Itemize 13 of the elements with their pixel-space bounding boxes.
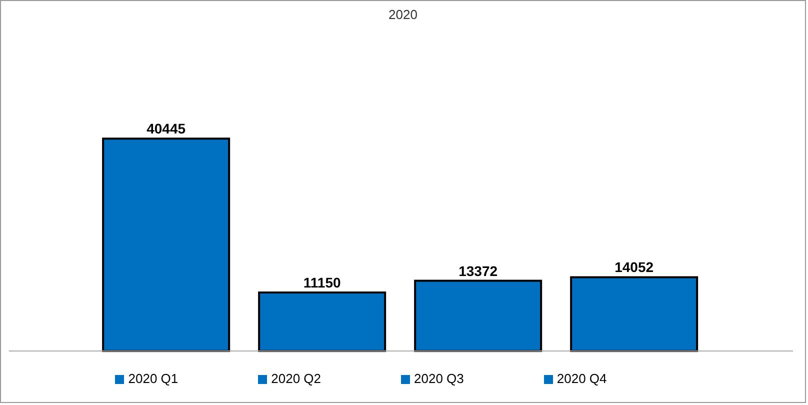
chart-title: 2020 xyxy=(388,7,418,22)
legend-label: 2020 Q1 xyxy=(128,371,178,386)
bar xyxy=(570,276,698,352)
data-label: 13372 xyxy=(458,262,498,279)
legend-label: 2020 Q3 xyxy=(414,371,464,386)
legend-label: 2020 Q2 xyxy=(271,371,321,386)
bar xyxy=(414,280,542,352)
data-label: 11150 xyxy=(303,274,341,290)
data-label: 14052 xyxy=(614,259,654,276)
bar xyxy=(102,138,230,352)
data-label: 40445 xyxy=(146,120,186,137)
bar xyxy=(258,291,386,352)
legend-label: 2020 Q4 xyxy=(556,371,607,386)
